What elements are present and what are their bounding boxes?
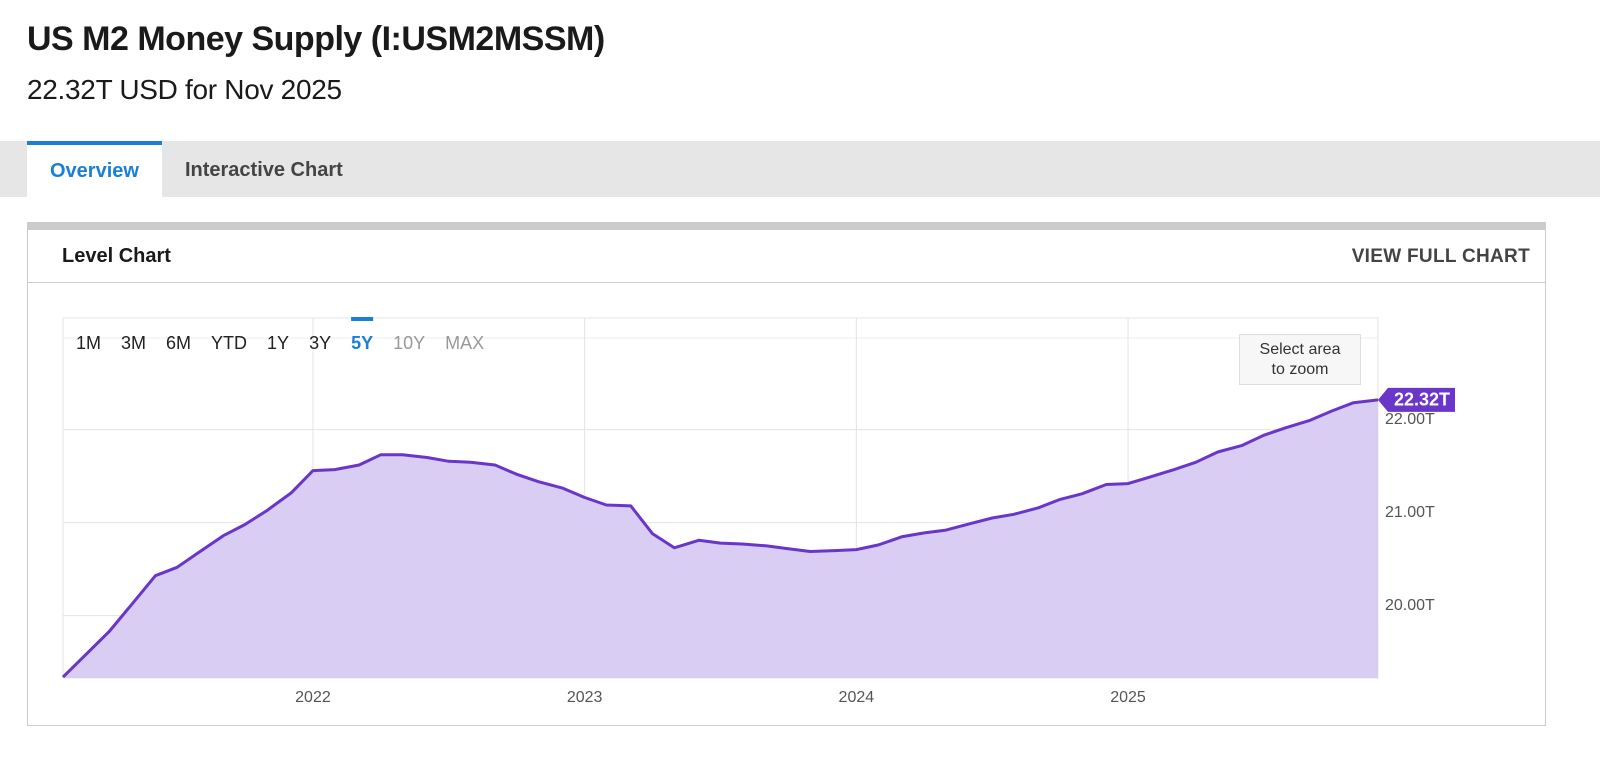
x-tick-label: 2022 — [295, 689, 331, 706]
x-tick-label: 2024 — [839, 689, 875, 706]
x-tick-label: 2023 — [567, 689, 603, 706]
range-button[interactable]: YTD — [211, 333, 247, 353]
tab[interactable]: Overview — [27, 141, 162, 197]
page-subtitle: 22.32T USD for Nov 2025 — [27, 74, 342, 105]
tab-bar: Overview Interactive Chart — [0, 141, 1600, 197]
range-button: MAX — [445, 333, 484, 353]
range-button[interactable]: 3M — [121, 333, 146, 353]
y-tick-label: 21.00T — [1385, 504, 1435, 521]
line — [61, 398, 1379, 679]
card — [27, 222, 1546, 726]
page-title: US M2 Money Supply (I:USM2MSSM) — [27, 20, 605, 58]
card-title: Level Chart — [62, 245, 171, 267]
range-button[interactable]: 1Y — [267, 333, 289, 353]
range-button[interactable]: 5Y — [351, 333, 373, 353]
value-badge — [1378, 387, 1455, 412]
y-tick-label: 20.00T — [1385, 597, 1435, 614]
range-button[interactable]: 6M — [166, 333, 191, 353]
y-tick-label: 22.00T — [1385, 411, 1435, 428]
area — [63, 399, 1378, 678]
x-tick-label: 2025 — [1110, 689, 1146, 706]
range-button: 10Y — [393, 333, 425, 353]
view-full-chart[interactable]: VIEW FULL CHART — [1351, 246, 1530, 267]
range-active-indicator — [351, 317, 374, 321]
tab[interactable]: Interactive Chart — [184, 159, 343, 181]
value-badge-label: 22.32T — [1394, 390, 1450, 410]
zoom-hint: Select area to zoom — [1239, 334, 1361, 385]
range-button[interactable]: 3Y — [309, 333, 331, 353]
range-button[interactable]: 1M — [76, 333, 101, 353]
separator — [28, 282, 1545, 283]
